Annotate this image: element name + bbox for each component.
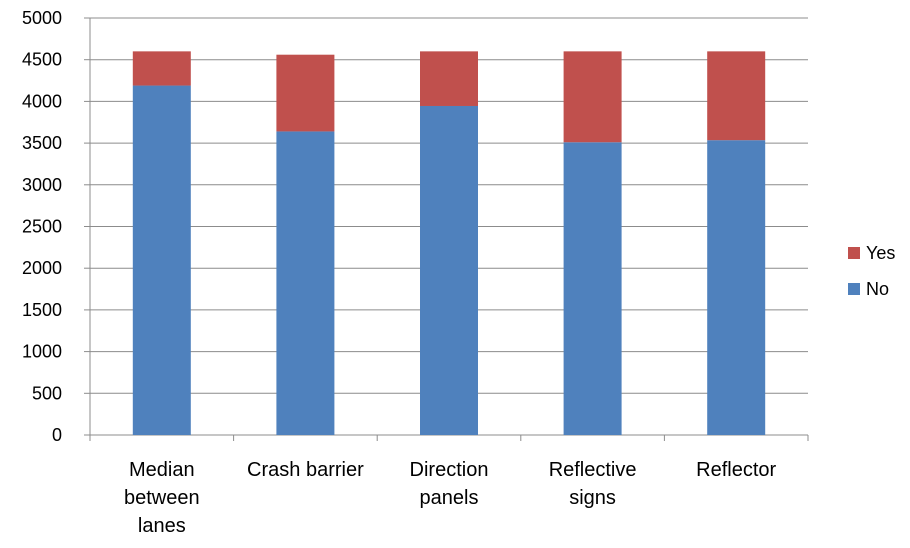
y-tick-label: 3500 <box>22 133 62 153</box>
y-tick-label: 3000 <box>22 175 62 195</box>
legend-swatch-no <box>848 283 860 295</box>
y-tick-label: 1500 <box>22 300 62 320</box>
bar-yes-3 <box>563 51 622 143</box>
legend-swatch-yes <box>848 247 860 259</box>
y-tick-label: 4000 <box>22 91 62 111</box>
chart-legend: Yes No <box>848 242 895 314</box>
bar-yes-1 <box>276 54 335 132</box>
bar-yes-2 <box>420 51 478 106</box>
x-tick-label: signs <box>569 487 616 509</box>
bar-no-4 <box>707 140 766 435</box>
legend-item-no: No <box>848 278 895 300</box>
x-tick-label: Reflector <box>696 459 776 481</box>
bar-no-3 <box>563 142 622 436</box>
legend-label-no: No <box>866 278 890 299</box>
x-tick-label: between <box>124 487 200 509</box>
y-tick-label: 2500 <box>22 217 62 237</box>
bar-no-2 <box>420 105 478 435</box>
x-tick-label: Reflective <box>549 459 637 481</box>
bar-no-1 <box>276 131 335 435</box>
bar-yes-0 <box>132 51 191 86</box>
y-tick-label: 4500 <box>22 50 62 70</box>
x-tick-label: Direction <box>410 459 489 481</box>
x-tick-label: panels <box>420 487 479 509</box>
legend-label-yes: Yes <box>866 242 896 263</box>
x-tick-label: Crash barrier <box>247 459 364 481</box>
y-tick-label: 2000 <box>22 258 62 278</box>
y-tick-label: 500 <box>32 383 62 403</box>
y-tick-label: 1000 <box>22 342 62 362</box>
legend-item-yes: Yes <box>848 242 895 264</box>
x-tick-label: lanes <box>138 515 186 537</box>
bar-no-0 <box>132 85 191 435</box>
y-tick-label: 0 <box>52 425 62 445</box>
x-tick-label: Median <box>129 459 195 481</box>
bar-yes-4 <box>707 51 766 141</box>
y-tick-label: 5000 <box>22 8 62 28</box>
